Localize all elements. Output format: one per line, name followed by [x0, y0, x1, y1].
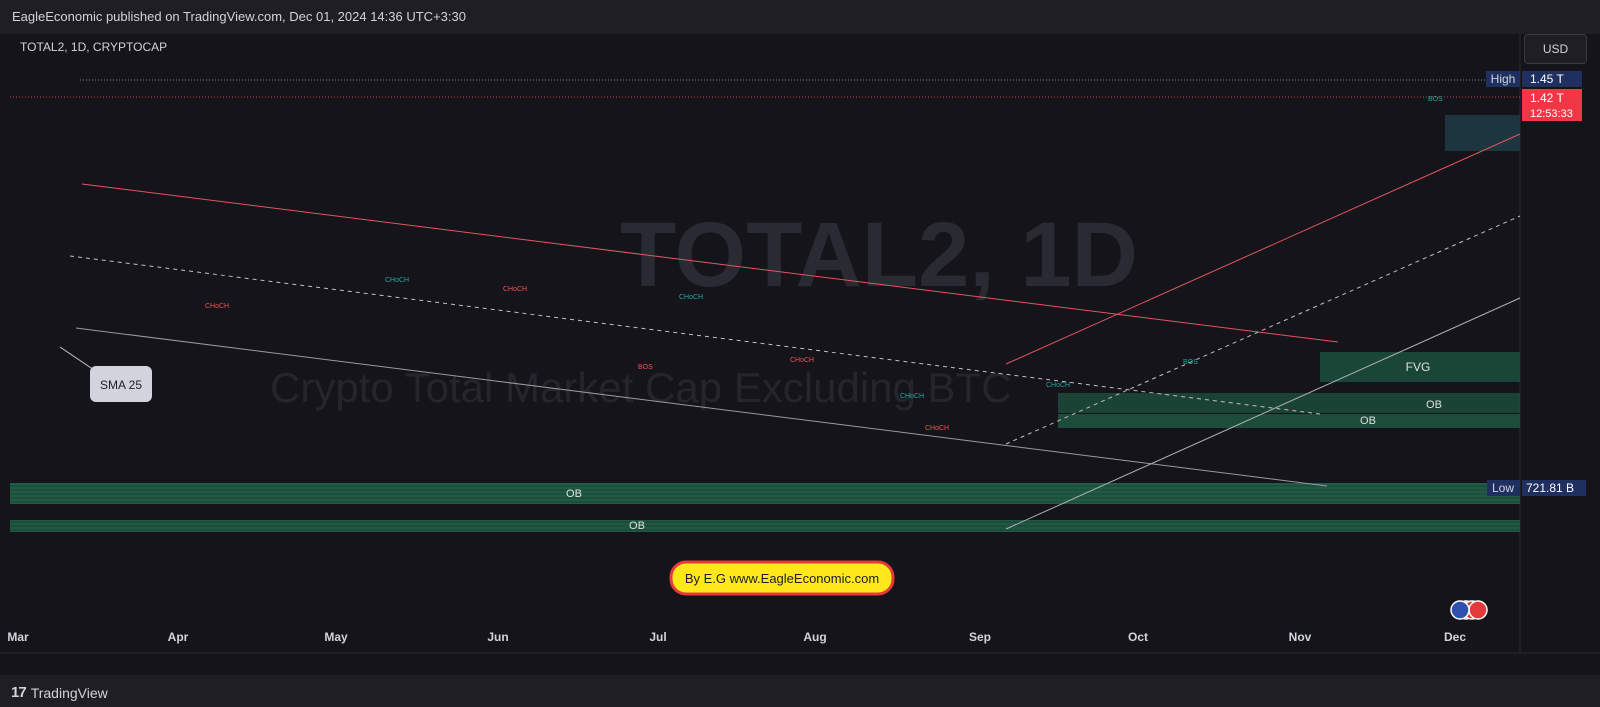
- low-tag-label: Low: [1492, 481, 1514, 495]
- us-flag-icon[interactable]: [1450, 600, 1470, 620]
- watermark-title: TOTAL2, 1D: [620, 204, 1138, 306]
- x-tick-label: Nov: [1289, 630, 1312, 644]
- time-axis[interactable]: Mar Apr May Jun Jul Aug Sep Oct Nov Dec: [7, 630, 1466, 644]
- high-tag: High: [1486, 71, 1520, 87]
- high-price-tag: 1.45 T: [1522, 71, 1582, 87]
- trendline-mid: [69, 255, 1321, 415]
- publish-info: EagleEconomic published on TradingView.c…: [0, 0, 1600, 34]
- x-tick-label: Dec: [1444, 630, 1466, 644]
- ob-zone-low-2: [10, 520, 1520, 532]
- x-tick-label: Apr: [168, 630, 189, 644]
- current-price-tag: 1.42 T 12:53:33: [1522, 89, 1582, 121]
- fvg-zone: [1320, 352, 1520, 382]
- flag-icon[interactable]: [1468, 600, 1488, 620]
- ob-zone-mid-1: [1058, 414, 1520, 428]
- tradingview-logo[interactable]: 17 TradingView: [11, 684, 108, 701]
- ob-label-4: OB: [1360, 415, 1376, 427]
- x-tick-label: Mar: [7, 630, 29, 644]
- trendline-lower: [75, 327, 1328, 487]
- choch-marker-7: CHoCH: [925, 425, 949, 432]
- choch-marker-1: CHoCH: [385, 277, 409, 284]
- choch-marker-8: CHoCH: [1046, 382, 1070, 389]
- high-price-label: 1.45 T: [1530, 72, 1564, 86]
- chart-area[interactable]: TOTAL2, 1D Crypto Total Market Cap Exclu…: [0, 34, 1600, 675]
- candlestick-chart[interactable]: TOTAL2, 1D Crypto Total Market Cap Exclu…: [0, 34, 1600, 675]
- fvg-label: FVG: [1406, 360, 1431, 374]
- footer: 17 TradingView: [0, 675, 1600, 707]
- choch-marker-4: CHoCH: [679, 294, 703, 301]
- sma-callout-box: [90, 366, 152, 402]
- high-tag-label: High: [1491, 72, 1516, 86]
- x-tick-label: May: [324, 630, 348, 644]
- symbol-label: TOTAL2, 1D, CRYPTOCAP: [20, 40, 167, 54]
- bos-marker-2: BOS: [1183, 359, 1198, 366]
- ob-label-2: OB: [629, 520, 645, 532]
- countdown-label: 12:53:33: [1530, 108, 1573, 120]
- tradingview-logo-text: TradingView: [30, 684, 108, 701]
- credit-badge[interactable]: [669, 560, 895, 596]
- choch-marker-5: CHoCH: [790, 357, 814, 364]
- up-channel-mid: [1005, 215, 1521, 445]
- bos-marker-1: BOS: [638, 364, 653, 371]
- low-price-label: 721.81 B: [1526, 481, 1574, 495]
- x-tick-label: Aug: [803, 630, 826, 644]
- choch-marker-6: CHoCH: [900, 393, 924, 400]
- tradingview-logo-icon: 17: [11, 684, 27, 701]
- ob-zone-low-1: [10, 483, 1520, 504]
- currency-button[interactable]: USD: [1524, 34, 1587, 64]
- ob-zone-mid-2: [1058, 393, 1520, 413]
- ob-label-1: OB: [566, 488, 582, 500]
- sma-callout-label: SMA 25: [100, 378, 142, 392]
- supply-zone: [1445, 115, 1520, 151]
- trendline-upper: [81, 183, 1339, 343]
- choch-marker-3: CHoCH: [503, 286, 527, 293]
- current-price-label: 1.42 T: [1530, 91, 1564, 105]
- credit-text: By E.G www.EagleEconomic.com: [685, 571, 879, 586]
- flag-icons[interactable]: [1450, 600, 1488, 620]
- up-channel-lower: [1005, 297, 1521, 530]
- watermark-subtitle: Crypto Total Market Cap Excluding BTC: [270, 364, 1012, 411]
- ob-label-3: OB: [1426, 399, 1442, 411]
- x-tick-label: Jul: [649, 630, 666, 644]
- x-tick-label: Jun: [487, 630, 508, 644]
- choch-marker-2: CHoCH: [205, 303, 229, 310]
- bos-marker-3: BOS: [1428, 96, 1443, 103]
- x-tick-label: Sep: [969, 630, 991, 644]
- x-tick-label: Oct: [1128, 630, 1148, 644]
- low-price-tag: 721.81 B: [1522, 480, 1586, 496]
- up-channel-upper: [1005, 133, 1521, 365]
- low-tag: Low: [1487, 480, 1520, 496]
